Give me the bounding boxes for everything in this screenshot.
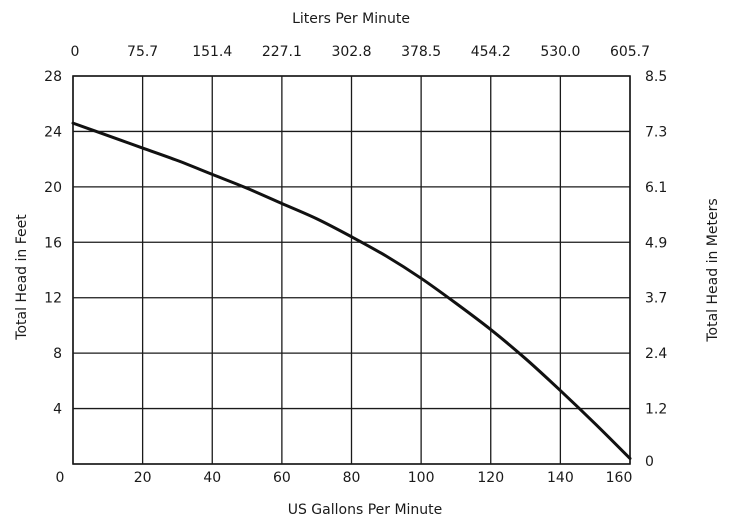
x-tick-label-2: 40 <box>203 470 221 486</box>
top-x-tick-labels: 0 75.7 151.4 227.1 302.8 378.5 454.2 530.0 605.7 <box>71 44 651 60</box>
x-tick-label-6: 120 <box>477 470 504 486</box>
x2-tick-label-7: 530.0 <box>540 44 580 60</box>
pump-curve-line <box>71 121 632 460</box>
y-tick-label-7: 28 <box>44 69 62 85</box>
y2-tick-label-4: 4.9 <box>645 235 667 251</box>
y-tick-label-3: 12 <box>44 291 62 307</box>
y-tick-labels: 4 8 12 16 20 24 28 <box>44 69 62 418</box>
top-x-axis-title: Liters Per Minute <box>292 11 410 27</box>
x-tick-label-3: 60 <box>273 470 291 486</box>
y-axis-title: Total Head in Feet <box>14 214 30 341</box>
y-tick-label-6: 24 <box>44 124 62 140</box>
x-tick-label-1: 20 <box>134 470 152 486</box>
x2-tick-label-8: 605.7 <box>610 44 650 60</box>
right-y-axis-title: Total Head in Meters <box>705 198 721 342</box>
x2-tick-label-5: 378.5 <box>401 44 441 60</box>
x-axis-title: US Gallons Per Minute <box>288 502 443 518</box>
y-tick-label-4: 16 <box>44 235 62 251</box>
x2-tick-label-2: 151.4 <box>192 44 232 60</box>
plot-frame <box>72 75 631 465</box>
x-tick-label-4: 80 <box>343 470 361 486</box>
y2-tick-label-0: 0 <box>645 454 654 470</box>
x-tick-label-7: 140 <box>547 470 574 486</box>
y-tick-label-2: 8 <box>53 346 62 362</box>
y2-tick-label-5: 6.1 <box>645 180 667 196</box>
y2-tick-label-3: 3.7 <box>645 291 667 307</box>
x-tick-label-5: 100 <box>408 470 435 486</box>
x2-tick-label-3: 227.1 <box>262 44 302 60</box>
y2-tick-label-6: 7.3 <box>645 124 667 140</box>
right-y-tick-labels: 0 1.2 2.4 3.7 4.9 6.1 7.3 8.5 <box>645 69 667 470</box>
grid <box>72 75 631 465</box>
x-tick-labels: 0 20 40 60 80 100 120 140 160 <box>56 470 633 486</box>
x-tick-label-0: 0 <box>56 470 65 486</box>
x-tick-label-8: 160 <box>606 470 633 486</box>
y2-tick-label-2: 2.4 <box>645 346 667 362</box>
y-tick-label-5: 20 <box>44 180 62 196</box>
y2-tick-label-1: 1.2 <box>645 402 667 418</box>
x2-tick-label-0: 0 <box>71 44 80 60</box>
x2-tick-label-6: 454.2 <box>471 44 511 60</box>
y-tick-label-1: 4 <box>53 402 62 418</box>
x2-tick-label-1: 75.7 <box>127 44 158 60</box>
x2-tick-label-4: 302.8 <box>331 44 371 60</box>
y2-tick-label-7: 8.5 <box>645 69 667 85</box>
